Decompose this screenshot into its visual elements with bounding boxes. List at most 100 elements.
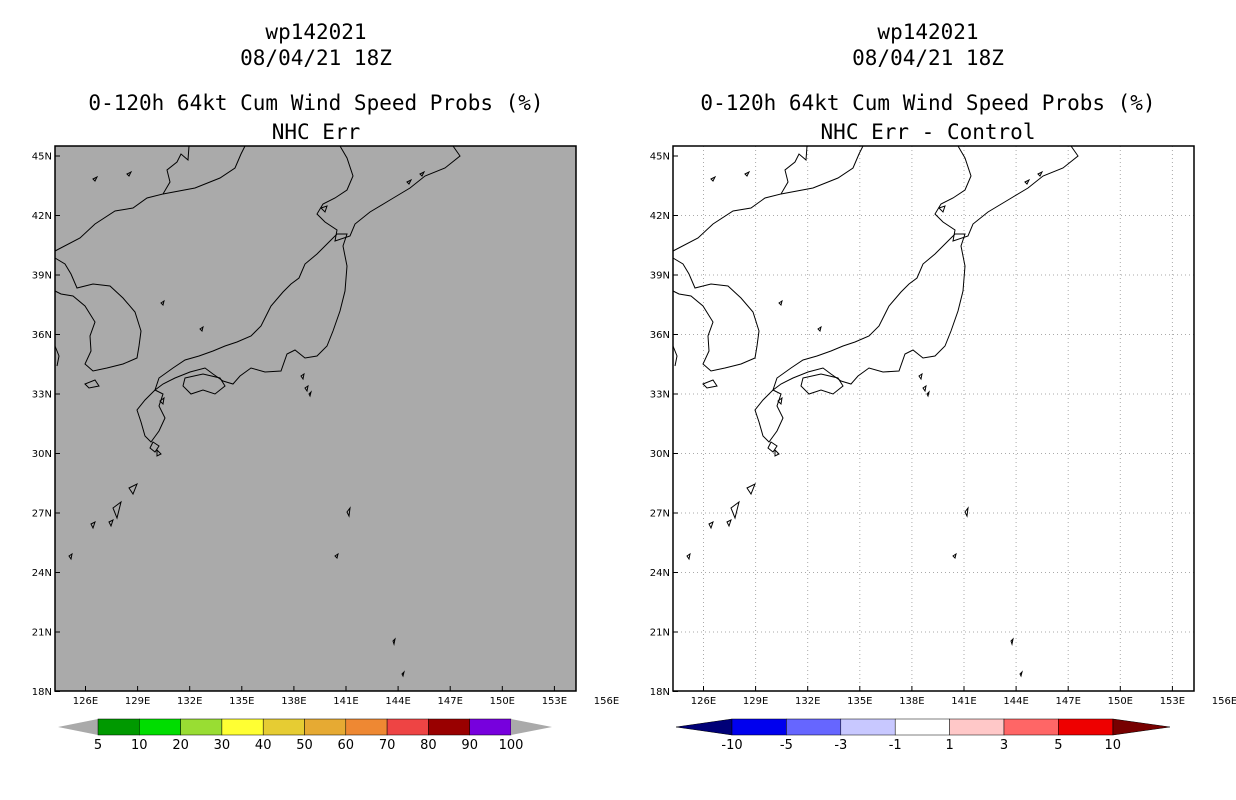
right-colorbar-label: 3 <box>1000 738 1008 753</box>
left-colorbar-low-arrow <box>58 719 98 735</box>
left-lat-label: 18N <box>32 687 52 698</box>
right-title-product: 0-120h 64kt Cum Wind Speed Probs (%) <box>700 91 1156 115</box>
right-colorbar-low-arrow <box>675 718 733 736</box>
left-title-subtitle: NHC Err <box>271 120 361 144</box>
right-colorbar-high-arrow <box>1112 718 1171 736</box>
right-lon-label: 144E <box>1003 696 1028 707</box>
left-map-background <box>55 146 576 691</box>
right-colorbar-labels: -10 -5 -3 -1 1 3 5 10 <box>721 738 1121 753</box>
left-colorbar-box <box>180 718 223 736</box>
left-lat-labels: 45N 42N 39N 36N 33N 30N 27N 24N 21N 18N <box>32 152 52 699</box>
right-lat-label: 18N <box>650 687 670 698</box>
left-colorbar-label: 100 <box>499 738 524 753</box>
right-lon-label: 135E <box>847 696 872 707</box>
left-lat-label: 36N <box>32 330 52 341</box>
right-axis-ticks <box>673 155 1173 692</box>
left-colorbar-box <box>304 718 347 736</box>
right-lat-label: 42N <box>650 211 670 222</box>
right-map-background <box>673 146 1194 691</box>
left-colorbar-box <box>345 718 388 736</box>
right-colorbar-boxes <box>731 718 1114 736</box>
right-colorbar-box <box>1003 718 1059 736</box>
right-colorbar-label: 1 <box>945 738 953 753</box>
right-lon-labels: 126E 129E 132E 135E 138E 141E 144E 147E 150E 153E… <box>691 696 1236 707</box>
left-colorbar-box <box>428 718 470 736</box>
left-colorbar-box <box>139 718 181 736</box>
left-colorbar-label: 70 <box>379 738 396 753</box>
left-colorbar-label: 5 <box>94 738 102 753</box>
right-lon-label: 150E <box>1108 696 1133 707</box>
left-colorbar-label: 20 <box>172 738 189 753</box>
right-lon-label: 138E <box>899 696 924 707</box>
right-title-datetime: 08/04/21 18Z <box>852 46 1004 70</box>
left-lon-label: 156E <box>594 696 619 707</box>
right-lat-label: 21N <box>650 628 670 639</box>
left-colorbar-label: 50 <box>296 738 313 753</box>
right-lon-label: 147E <box>1055 696 1080 707</box>
left-lat-label: 27N <box>32 509 52 520</box>
right-gridlines <box>673 146 1194 691</box>
left-lat-label: 21N <box>32 628 52 639</box>
left-lat-label: 45N <box>32 152 52 163</box>
right-colorbar-box <box>894 718 950 736</box>
left-colorbar: 5 10 20 30 40 50 60 70 80 90 100 <box>58 718 552 753</box>
left-colorbar-label: 80 <box>420 738 437 753</box>
left-lon-label: 150E <box>490 696 515 707</box>
left-lon-label: 138E <box>281 696 306 707</box>
left-lon-label: 135E <box>229 696 254 707</box>
left-lon-label: 147E <box>437 696 462 707</box>
left-lon-label: 153E <box>542 696 567 707</box>
left-colorbar-labels: 5 10 20 30 40 50 60 70 80 90 100 <box>94 738 524 753</box>
left-title-product: 0-120h 64kt Cum Wind Speed Probs (%) <box>88 91 544 115</box>
left-lon-labels: 126E 129E 132E 135E 138E 141E 144E 147E 150E 153E… <box>73 696 619 707</box>
right-lon-label: 129E <box>743 696 768 707</box>
left-colorbar-boxes <box>97 718 512 736</box>
right-lat-labels: 45N 42N 39N 36N 33N 30N 27N 24N 21N 18N <box>650 152 670 699</box>
right-colorbar-box <box>949 718 1005 736</box>
right-lon-label: 141E <box>951 696 976 707</box>
right-lon-label: 156E <box>1212 696 1236 707</box>
left-colorbar-box <box>262 718 305 736</box>
left-lat-label: 30N <box>32 449 52 460</box>
left-lat-label: 39N <box>32 271 52 282</box>
left-title-datetime: 08/04/21 18Z <box>240 46 392 70</box>
right-lat-label: 27N <box>650 509 670 520</box>
left-lat-label: 24N <box>32 568 52 579</box>
left-lon-label: 132E <box>177 696 202 707</box>
right-colorbar-box <box>731 718 787 736</box>
left-lon-label: 129E <box>125 696 150 707</box>
left-lon-label: 126E <box>73 696 98 707</box>
left-colorbar-box <box>469 718 512 736</box>
left-lat-label: 33N <box>32 390 52 401</box>
right-colorbar-box <box>840 718 896 736</box>
right-colorbar-label: -5 <box>780 738 793 753</box>
left-lat-label: 42N <box>32 211 52 222</box>
right-colorbar-label: -1 <box>889 738 902 753</box>
left-colorbar-label: 10 <box>131 738 148 753</box>
right-colorbar-label: -10 <box>721 738 742 753</box>
left-lon-label: 141E <box>333 696 358 707</box>
right-map-frame <box>672 145 1195 692</box>
right-colorbar-label: -3 <box>834 738 847 753</box>
left-colorbar-label: 60 <box>338 738 355 753</box>
right-colorbar-box <box>786 718 842 736</box>
right-lat-label: 30N <box>650 449 670 460</box>
right-lat-label: 33N <box>650 390 670 401</box>
right-lon-label: 126E <box>691 696 716 707</box>
right-lon-label: 132E <box>795 696 820 707</box>
left-colorbar-box <box>97 718 140 736</box>
left-lon-label: 144E <box>385 696 410 707</box>
left-map-frame <box>54 145 577 692</box>
left-colorbar-label: 40 <box>255 738 272 753</box>
right-colorbar-label: 10 <box>1105 738 1122 753</box>
right-title-storm-id: wp142021 <box>877 20 979 44</box>
right-lat-label: 36N <box>650 330 670 341</box>
left-axis-ticks <box>55 155 555 692</box>
right-lat-label: 39N <box>650 271 670 282</box>
right-colorbar-label: 5 <box>1054 738 1062 753</box>
right-colorbar-box <box>1058 718 1114 736</box>
left-colorbar-box <box>221 718 264 736</box>
right-lat-label: 24N <box>650 568 670 579</box>
